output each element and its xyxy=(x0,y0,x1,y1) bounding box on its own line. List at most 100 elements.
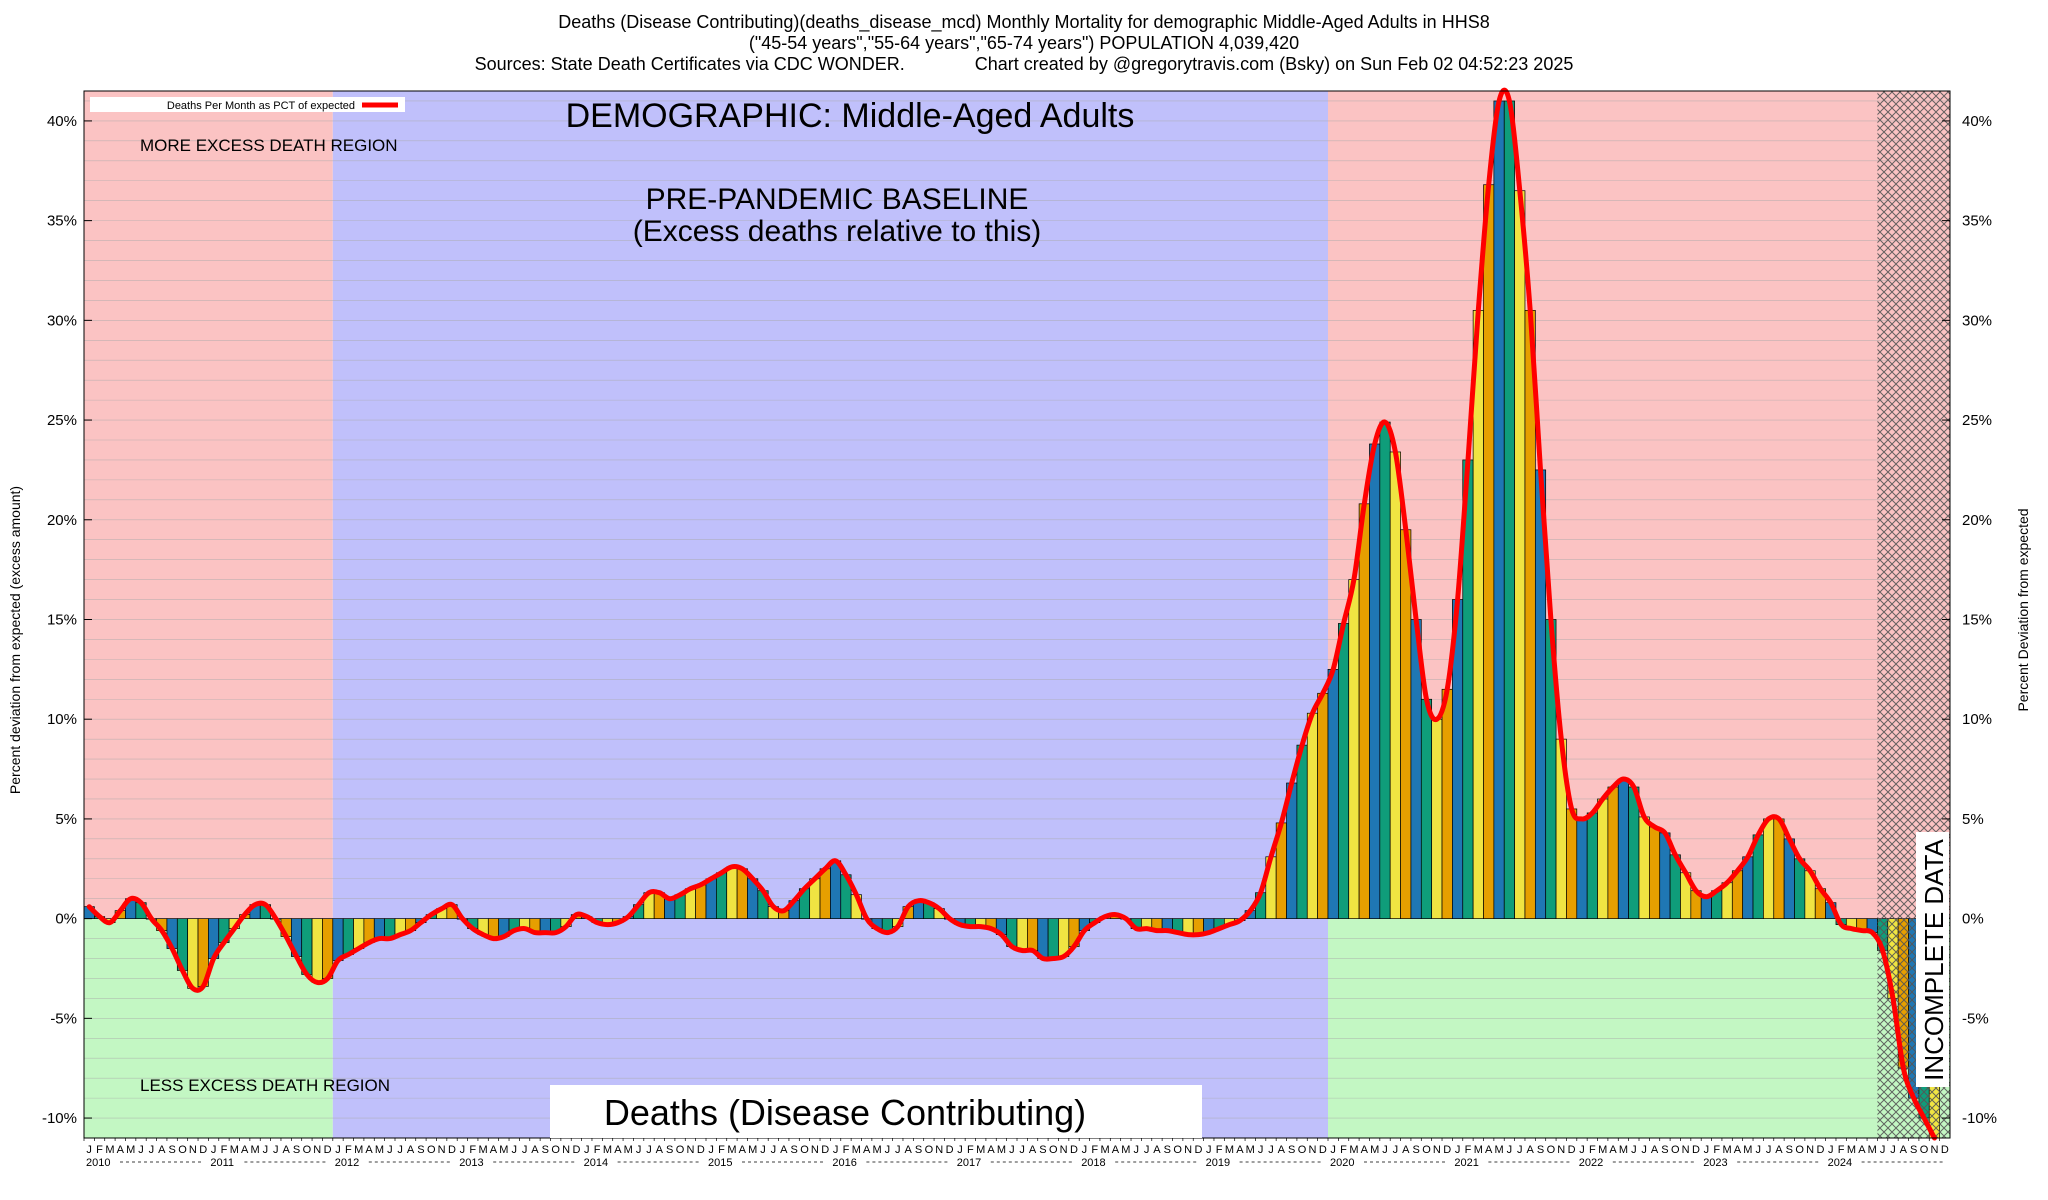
x-month-label: N xyxy=(1806,1144,1814,1156)
bar xyxy=(1369,443,1381,919)
y-tick-label-left: -5% xyxy=(50,1010,77,1027)
x-month-label: J xyxy=(1330,1144,1336,1156)
y-tick-label-left: 20% xyxy=(47,512,77,529)
incomplete-data-label: INCOMPLETE DATA xyxy=(1919,838,1949,1080)
x-month-label: J xyxy=(636,1144,642,1156)
x-year-label: 2016 xyxy=(832,1157,856,1169)
x-month-label: D xyxy=(1941,1144,1949,1156)
bar xyxy=(695,884,707,919)
bar xyxy=(726,866,738,919)
baseline-region xyxy=(332,91,1328,1138)
y-tick-label-right: 35% xyxy=(1962,213,1992,230)
x-month-label: O xyxy=(1049,1144,1058,1156)
x-month-label: J xyxy=(885,1144,891,1156)
more-excess-region-label: MORE EXCESS DEATH REGION xyxy=(140,136,398,155)
x-year-label: 2020 xyxy=(1330,1157,1354,1169)
x-month-label: N xyxy=(562,1144,570,1156)
x-month-label: O xyxy=(1422,1144,1431,1156)
x-month-label: N xyxy=(1557,1144,1565,1156)
chart-subtitle-box xyxy=(550,1085,1202,1138)
x-month-label: J xyxy=(957,1144,963,1156)
y-tick-label-right: 30% xyxy=(1962,312,1992,329)
x-month-label: J xyxy=(263,1144,269,1156)
y-tick-label-left: 35% xyxy=(47,213,77,230)
x-month-label: D xyxy=(448,1144,456,1156)
bar xyxy=(1649,826,1661,919)
x-month-label: S xyxy=(542,1144,549,1156)
x-month-label: O xyxy=(1920,1144,1929,1156)
x-month-label: J xyxy=(1133,1144,1139,1156)
bar xyxy=(1389,451,1401,919)
x-month-label: J xyxy=(708,1144,714,1156)
x-month-label: D xyxy=(1568,1144,1576,1156)
x-year-label: 2010 xyxy=(86,1157,110,1169)
x-month-label: J xyxy=(1268,1144,1274,1156)
legend-label: Deaths Per Month as PCT of expected xyxy=(167,100,355,112)
x-month-label: S xyxy=(1412,1144,1419,1156)
x-month-label: O xyxy=(925,1144,934,1156)
x-month-label: J xyxy=(1880,1144,1886,1156)
x-month-label: M xyxy=(375,1144,384,1156)
bar xyxy=(736,868,748,919)
x-month-label: O xyxy=(178,1144,187,1156)
x-month-label: A xyxy=(1029,1144,1037,1156)
bar xyxy=(1296,744,1308,919)
x-month-label: F xyxy=(1589,1144,1596,1156)
bar xyxy=(1566,808,1578,919)
x-month-label: M xyxy=(1723,1144,1732,1156)
x-month-label: A xyxy=(531,1144,539,1156)
x-month-label: O xyxy=(551,1144,560,1156)
axes: -10% -10% -5% -5% 0% 0% 5% 5% 10% 10% 15% 15% 20% 20%… xyxy=(42,90,1997,1169)
x-month-label: F xyxy=(345,1144,352,1156)
x-month-label: A xyxy=(614,1144,622,1156)
x-month-label: N xyxy=(1060,1144,1068,1156)
x-month-label: S xyxy=(417,1144,424,1156)
chart-title-line-1: Deaths (Disease Contributing)(deaths_dis… xyxy=(558,12,1490,32)
x-month-label: F xyxy=(594,1144,601,1156)
bar xyxy=(1037,918,1049,959)
x-month-label: O xyxy=(1298,1144,1307,1156)
x-month-label: J xyxy=(511,1144,517,1156)
x-month-label: J xyxy=(1019,1144,1025,1156)
y-tick-label-right: 5% xyxy=(1962,811,1984,828)
x-month-label: J xyxy=(1082,1144,1088,1156)
x-month-label: J xyxy=(771,1144,777,1156)
bar xyxy=(1638,816,1650,919)
x-month-label: A xyxy=(1734,1144,1742,1156)
x-month-label: S xyxy=(168,1144,175,1156)
x-month-label: M xyxy=(1619,1144,1628,1156)
x-month-label: F xyxy=(1340,1144,1347,1156)
chart-subtitle: Deaths (Disease Contributing) xyxy=(604,1092,1086,1133)
bar xyxy=(1379,421,1391,919)
y-tick-label-right: 0% xyxy=(1962,911,1984,928)
x-month-label: F xyxy=(718,1144,725,1156)
x-month-label: J xyxy=(211,1144,217,1156)
x-month-label: M xyxy=(1246,1144,1255,1156)
x-month-label: A xyxy=(158,1144,166,1156)
y-tick-label-right: 15% xyxy=(1962,611,1992,628)
y-tick-label-left: 0% xyxy=(55,911,77,928)
chart-title-line-3: Sources: State Death Certificates via CD… xyxy=(474,54,1574,74)
x-year-label: 2015 xyxy=(708,1157,732,1169)
x-month-label: M xyxy=(997,1144,1006,1156)
x-month-label: J xyxy=(1631,1144,1637,1156)
x-month-label: M xyxy=(354,1144,363,1156)
baseline-label-1: PRE-PANDEMIC BASELINE xyxy=(646,183,1029,216)
x-month-label: J xyxy=(1766,1144,1772,1156)
bar xyxy=(1358,503,1370,919)
x-year-label: 2024 xyxy=(1828,1157,1852,1169)
x-month-label: A xyxy=(365,1144,373,1156)
x-month-label: J xyxy=(460,1144,466,1156)
x-month-label: A xyxy=(1651,1144,1659,1156)
x-month-label: M xyxy=(1349,1144,1358,1156)
x-month-label: M xyxy=(727,1144,736,1156)
x-month-label: D xyxy=(324,1144,332,1156)
x-month-label: M xyxy=(1598,1144,1607,1156)
x-month-label: F xyxy=(1713,1144,1720,1156)
y-tick-label-left: 30% xyxy=(47,312,77,329)
x-year-label: 2018 xyxy=(1081,1157,1105,1169)
x-month-label: S xyxy=(1164,1144,1171,1156)
x-month-label: F xyxy=(967,1144,974,1156)
y-axis-title-left: Percent deviation from expected (excess … xyxy=(7,486,23,794)
